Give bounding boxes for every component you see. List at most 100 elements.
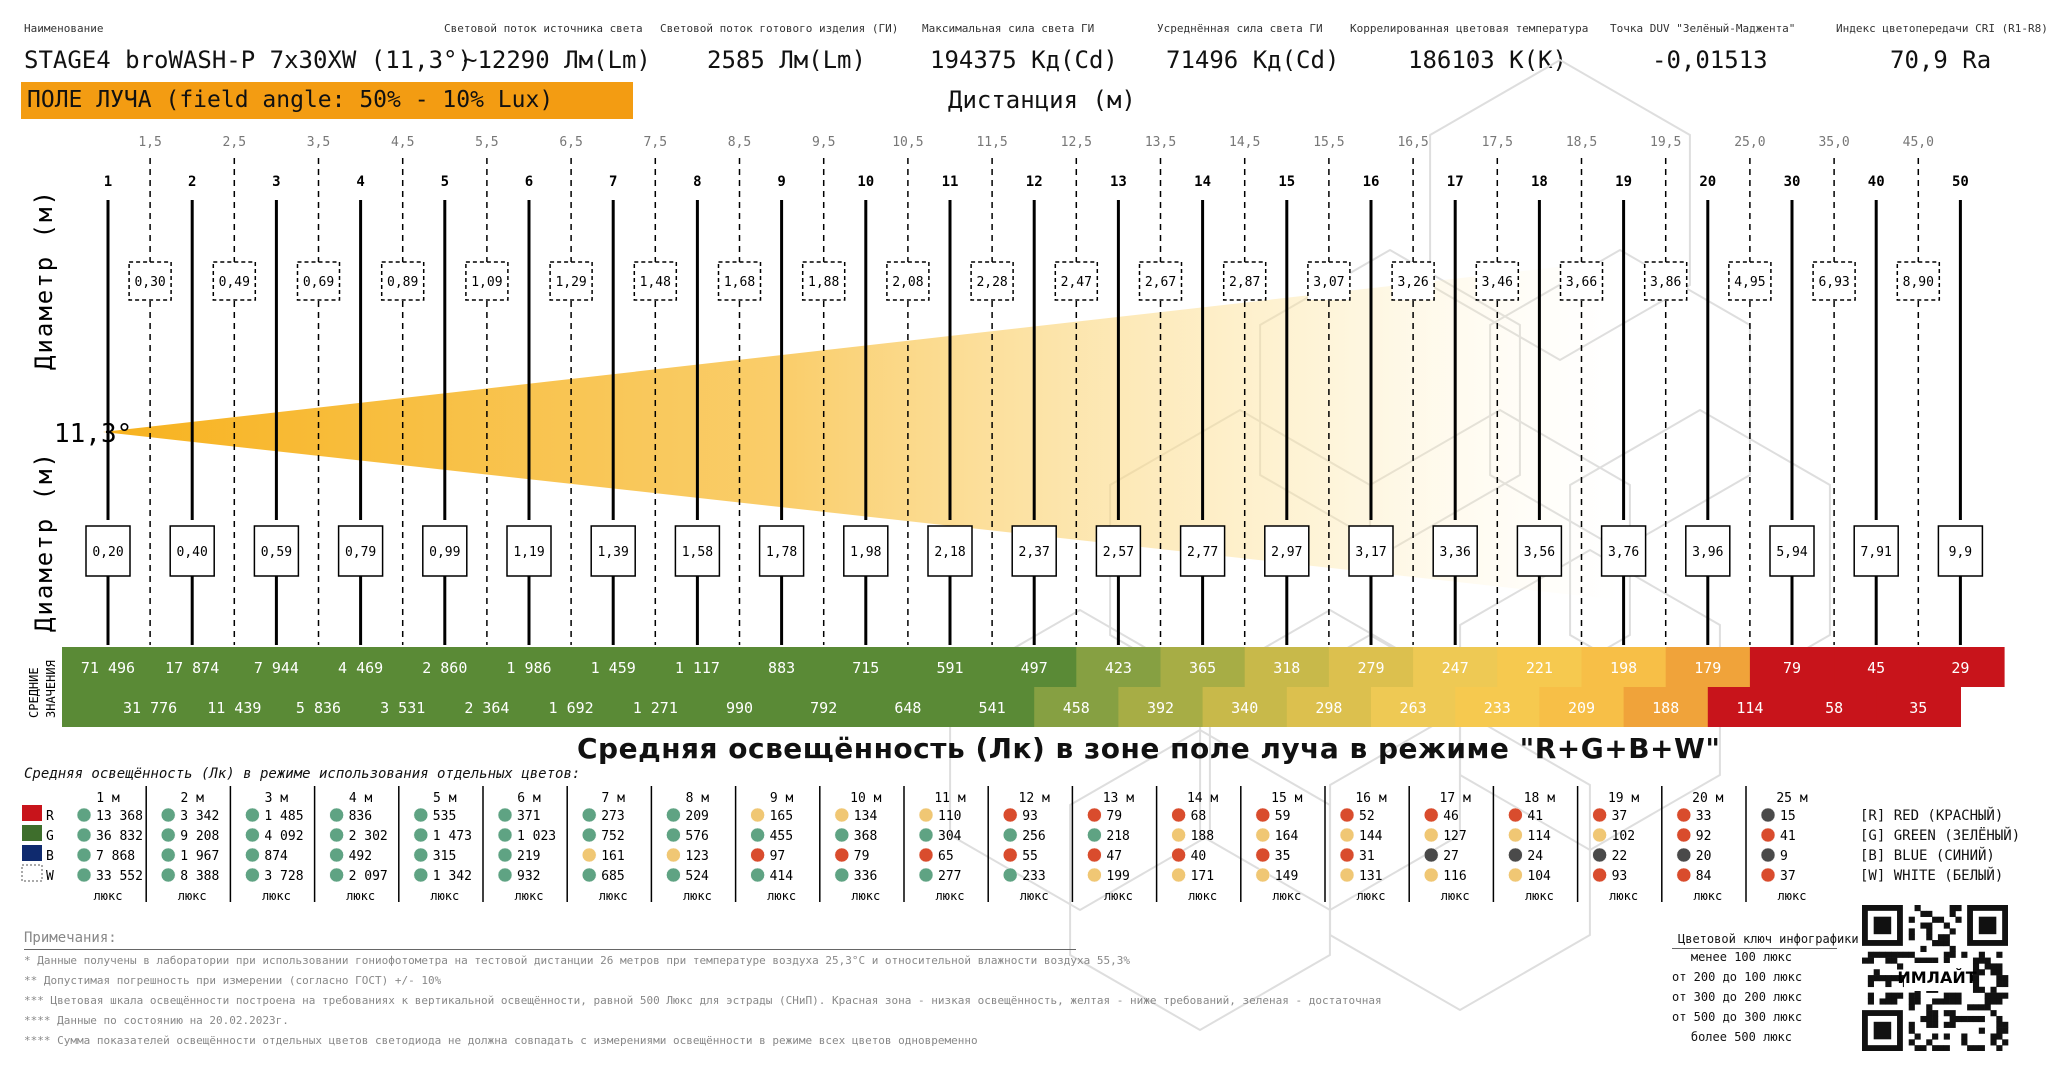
- half-distance-tick-label: 14,5: [1229, 135, 1260, 150]
- diameter-half-box: [1475, 261, 1520, 301]
- per-color-dot: [834, 807, 850, 823]
- color-label: W: [46, 869, 54, 884]
- lux-half-value: 31 776: [123, 699, 177, 717]
- half-distance-tick-label: 45,0: [1903, 135, 1934, 150]
- diameter-value: 2,57: [1103, 545, 1134, 560]
- per-color-value: 68: [1191, 809, 1207, 824]
- per-color-value: 1 023: [517, 829, 556, 844]
- diameter-value: 3,36: [1440, 545, 1471, 560]
- per-color-value: 2 302: [349, 829, 388, 844]
- per-color-value: 59: [1275, 809, 1291, 824]
- diameter-half-box: [717, 261, 762, 301]
- per-color-dot: [581, 807, 597, 823]
- per-color-value: 55: [1022, 849, 1038, 864]
- distance-tick-label: 12: [1026, 174, 1043, 190]
- per-color-value: 304: [938, 829, 962, 844]
- per-color-dot: [1676, 827, 1692, 843]
- lux-half-cell: [192, 687, 277, 727]
- per-color-unit: люкс: [515, 889, 544, 903]
- half-distance-tick-label: 7,5: [644, 135, 667, 150]
- distance-tick-label: 20: [1699, 174, 1716, 190]
- per-color-dot: [1423, 867, 1439, 883]
- lux-half-value: 263: [1400, 699, 1427, 717]
- per-color-dot: [834, 847, 850, 863]
- header-value-cri: 70,9 Ra: [1890, 46, 1992, 74]
- diameter-half-box: [970, 261, 1014, 301]
- diameter-value: 5,94: [1776, 545, 1807, 560]
- per-color-value: 144: [1359, 829, 1383, 844]
- distance-tick-label: 1: [104, 174, 112, 190]
- per-color-dot: [750, 867, 765, 883]
- diameter-box: [337, 525, 384, 577]
- per-color-value: 3 728: [264, 869, 303, 884]
- lux-value: 198: [1610, 659, 1637, 677]
- diameter-box: [85, 525, 131, 577]
- per-color-dot: [750, 827, 765, 843]
- hex-shape: [1329, 708, 1591, 1012]
- lux-half-cell: [276, 687, 362, 727]
- diameter-half-value: 1,68: [724, 275, 755, 290]
- distance-tick-label: 6: [525, 174, 533, 190]
- per-color-value: 97: [770, 849, 786, 864]
- color-key-row: от 500 до 300 люкс: [1672, 1010, 1803, 1024]
- per-color-distance: 25 м: [1776, 791, 1807, 806]
- lux-value: 247: [1442, 659, 1469, 677]
- color-swatch: [22, 805, 42, 821]
- lux-half-value: 11 439: [207, 699, 261, 717]
- per-color-value: 219: [517, 849, 540, 864]
- per-color-dot: [160, 807, 176, 823]
- lux-value: 365: [1189, 659, 1216, 677]
- per-color-value: 36 832: [96, 829, 143, 844]
- per-color-unit: люкс: [178, 889, 207, 903]
- per-color-distance: 5 м: [433, 791, 457, 806]
- per-color-dot: [1508, 827, 1523, 843]
- per-color-dot: [76, 827, 92, 843]
- per-color-value: 165: [770, 809, 793, 824]
- diameter-box: [253, 525, 300, 577]
- diameter-value: 7,91: [1861, 545, 1892, 560]
- lux-cell: [1328, 647, 1414, 687]
- per-color-distance: 14 м: [1187, 791, 1218, 806]
- per-color-value: 22: [1612, 849, 1628, 864]
- half-distance-tick-label: 18,5: [1566, 135, 1597, 150]
- lux-cell: [62, 647, 151, 687]
- per-color-dot: [1423, 807, 1439, 823]
- per-color-dot: [1171, 867, 1186, 883]
- per-color-dot: [245, 867, 260, 883]
- per-color-distance: 20 м: [1692, 791, 1723, 806]
- half-distance-tick-label: 5,5: [475, 135, 498, 150]
- header-label-name: Наименование: [24, 22, 104, 35]
- per-color-dot: [1423, 847, 1439, 863]
- per-color-value: 116: [1443, 869, 1466, 884]
- per-color-dot: [1087, 807, 1102, 823]
- lux-cell: [1665, 647, 1751, 687]
- diameter-half-box: [1643, 261, 1688, 301]
- diameter-half-value: 2,87: [1229, 275, 1260, 290]
- lux-half-value: 2 364: [464, 699, 509, 717]
- avg-label-2: ЗНАЧЕНИЯ: [44, 660, 58, 718]
- diameter-half-value: 2,08: [892, 275, 923, 290]
- distance-tick-label: 30: [1784, 174, 1801, 190]
- per-color-distance: 13 м: [1103, 791, 1134, 806]
- qr-code[interactable]: ИМЛАЙТ: [1862, 905, 2012, 1052]
- per-color-unit: люкс: [767, 889, 796, 903]
- lux-half-cell: [444, 687, 530, 727]
- note-3: *** Цветовая шкала освещённости построен…: [24, 994, 1382, 1007]
- per-color-value: 1 342: [433, 869, 472, 884]
- per-color-value: 685: [601, 869, 624, 884]
- half-distance-tick-label: 19,5: [1650, 135, 1681, 150]
- per-color-dot: [1760, 827, 1776, 843]
- per-color-value: 92: [1696, 829, 1712, 844]
- header-label-source-flux: Световой поток источника света: [444, 22, 643, 35]
- per-color-dot: [918, 867, 934, 883]
- color-key-row: от 200 до 100 люкс: [1672, 970, 1803, 984]
- per-color-value: 79: [854, 849, 870, 864]
- per-color-dot: [918, 847, 934, 863]
- per-color-dot: [1592, 827, 1607, 843]
- lux-value: 7 944: [254, 659, 299, 677]
- diameter-label-top: Диаметр (м): [30, 189, 58, 370]
- per-color-dot: [1002, 867, 1018, 883]
- diameter-box: [590, 525, 636, 577]
- half-distance-tick-label: 4,5: [391, 135, 414, 150]
